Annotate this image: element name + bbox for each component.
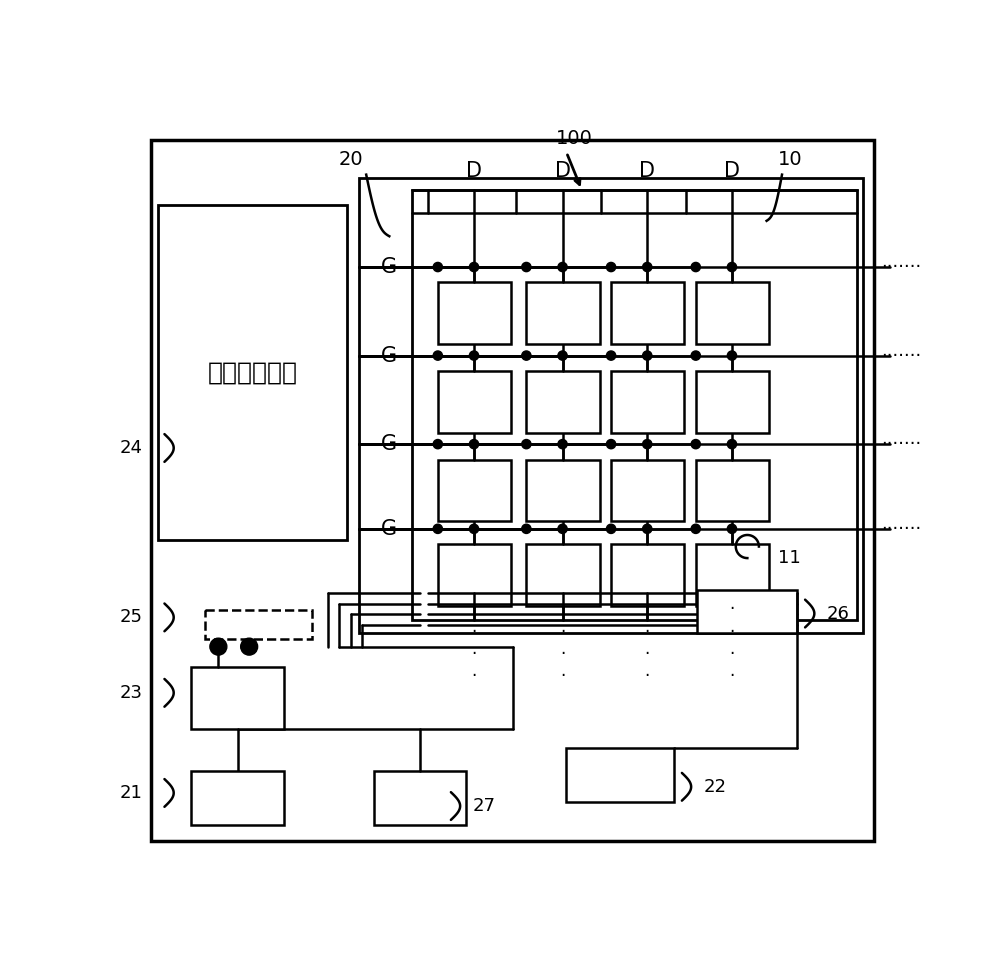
Circle shape	[469, 262, 479, 272]
Circle shape	[558, 439, 567, 449]
Bar	[611, 371, 684, 432]
Circle shape	[433, 262, 442, 272]
Bar	[611, 282, 684, 344]
Bar	[696, 282, 769, 344]
Circle shape	[606, 439, 616, 449]
Circle shape	[558, 351, 567, 360]
Text: 20: 20	[338, 150, 363, 169]
Circle shape	[522, 351, 531, 360]
Circle shape	[469, 524, 479, 534]
Text: G: G	[381, 257, 397, 277]
Circle shape	[606, 262, 616, 272]
Text: 24: 24	[120, 439, 143, 457]
Bar	[696, 371, 769, 432]
Circle shape	[691, 351, 700, 360]
Bar	[205, 610, 312, 639]
Text: 扫描驱动电路: 扫描驱动电路	[208, 361, 298, 385]
Circle shape	[433, 351, 442, 360]
Bar	[438, 282, 511, 344]
Bar	[696, 544, 769, 606]
Bar	[438, 371, 511, 432]
Text: D: D	[466, 161, 482, 181]
Text: 23: 23	[120, 684, 143, 702]
Circle shape	[643, 439, 652, 449]
Bar	[611, 544, 684, 606]
Bar	[438, 544, 511, 606]
Text: ·
·
·
·: · · · ·	[729, 601, 735, 685]
Text: D: D	[555, 161, 571, 181]
Circle shape	[606, 524, 616, 534]
Text: 11: 11	[778, 549, 801, 567]
Text: 10: 10	[777, 150, 802, 169]
Circle shape	[558, 262, 567, 272]
Bar	[158, 206, 347, 541]
Text: ·
·
·
·: · · · ·	[645, 601, 650, 685]
Bar	[412, 190, 857, 619]
Circle shape	[210, 638, 227, 656]
Text: G: G	[381, 519, 397, 539]
Text: ·······: ·······	[881, 435, 921, 453]
Circle shape	[522, 439, 531, 449]
Circle shape	[643, 351, 652, 360]
Bar	[611, 460, 684, 521]
Bar	[566, 748, 674, 803]
Circle shape	[691, 262, 700, 272]
Circle shape	[241, 638, 258, 656]
Text: G: G	[381, 346, 397, 365]
Circle shape	[433, 524, 442, 534]
Text: 25: 25	[120, 609, 143, 626]
Text: ·
·
·
·: · · · ·	[560, 601, 565, 685]
Circle shape	[727, 262, 737, 272]
Text: D: D	[639, 161, 655, 181]
Bar	[526, 282, 600, 344]
Text: 26: 26	[827, 605, 850, 622]
Text: 22: 22	[703, 778, 726, 796]
Circle shape	[469, 439, 479, 449]
Circle shape	[522, 524, 531, 534]
Text: D: D	[724, 161, 740, 181]
Text: 21: 21	[120, 784, 143, 802]
Circle shape	[522, 262, 531, 272]
Bar	[526, 544, 600, 606]
Text: ·······: ·······	[881, 520, 921, 538]
Text: G: G	[381, 434, 397, 454]
Text: 27: 27	[472, 797, 495, 815]
Bar	[374, 771, 466, 825]
Bar	[526, 371, 600, 432]
Circle shape	[643, 262, 652, 272]
Circle shape	[606, 351, 616, 360]
Circle shape	[727, 439, 737, 449]
Circle shape	[469, 351, 479, 360]
Circle shape	[691, 524, 700, 534]
Bar	[697, 590, 797, 633]
Bar	[191, 667, 284, 729]
Text: 100: 100	[556, 129, 593, 148]
Text: ·······: ·······	[881, 347, 921, 364]
Circle shape	[691, 439, 700, 449]
Circle shape	[433, 439, 442, 449]
Text: ·
·
·
·: · · · ·	[471, 601, 477, 685]
Circle shape	[643, 524, 652, 534]
Bar	[191, 771, 284, 825]
Bar	[526, 460, 600, 521]
Bar	[358, 178, 863, 633]
Bar	[438, 460, 511, 521]
Circle shape	[558, 524, 567, 534]
Circle shape	[727, 524, 737, 534]
Bar	[696, 460, 769, 521]
Circle shape	[727, 351, 737, 360]
Text: ·······: ·······	[881, 258, 921, 276]
